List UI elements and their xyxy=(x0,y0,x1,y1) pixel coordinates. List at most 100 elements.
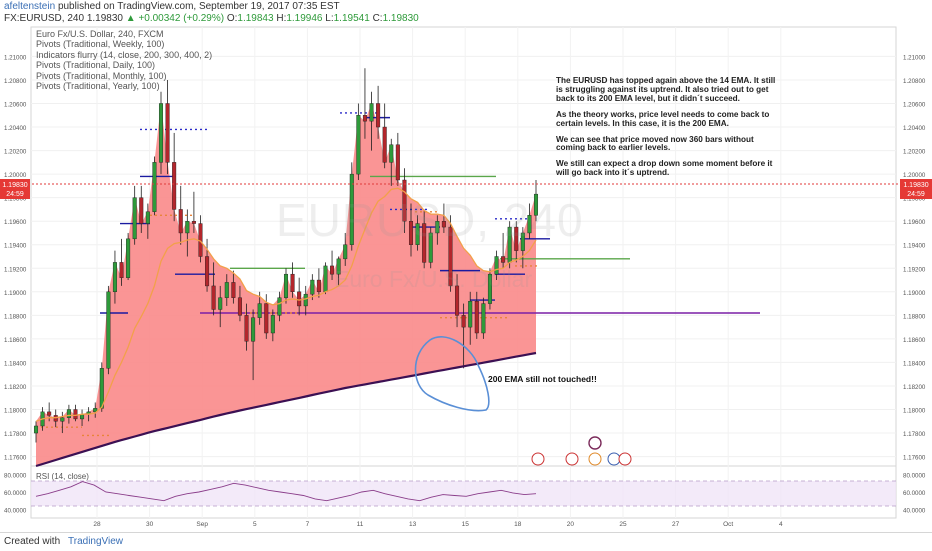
candle-body xyxy=(303,293,308,307)
candle-body xyxy=(178,209,183,234)
y-tick-label-left: 1.20800 xyxy=(4,78,27,85)
event-flag-icon[interactable] xyxy=(588,452,602,466)
author-link[interactable]: afeltenstein xyxy=(4,1,56,12)
candle-body xyxy=(172,162,177,210)
rsi-layer: 80.0000 80.0000 60.0000 60.0000 40.0000 40.00… xyxy=(4,473,926,515)
y-tick-label-right: 1.18200 xyxy=(903,384,926,391)
candle-body xyxy=(237,297,242,316)
ema14-line xyxy=(35,187,537,422)
candle-body xyxy=(132,197,137,240)
event-flag-icon[interactable] xyxy=(531,452,545,466)
annotation-circle xyxy=(414,336,490,412)
legend-item[interactable]: Euro Fx/U.S. Dollar, 240, FXCM xyxy=(36,29,164,39)
candle-body xyxy=(251,317,256,342)
candle-body xyxy=(244,315,249,342)
candle-body xyxy=(435,220,440,234)
legend-item[interactable]: Pivots (Traditional, Daily, 100) xyxy=(36,60,156,71)
price-tag-right-countdown: 24:59 xyxy=(907,191,925,198)
event-icons[interactable] xyxy=(531,436,632,466)
x-tick-label: 5 xyxy=(253,521,257,528)
y-tick-label-left: 1.19600 xyxy=(4,219,27,226)
y-tick-label-right: 1.19000 xyxy=(903,290,926,297)
candle-body xyxy=(330,265,335,275)
candle-body xyxy=(494,256,499,275)
high-value: 1.19946 xyxy=(286,13,323,24)
event-flag-icon[interactable] xyxy=(565,452,579,466)
candle-body xyxy=(468,301,473,328)
candle-body xyxy=(336,258,341,275)
low-value: 1.19541 xyxy=(333,13,370,24)
candle-body xyxy=(323,265,328,293)
open-value: 1.19843 xyxy=(237,13,274,24)
candle-body xyxy=(297,291,302,307)
low-label: L: xyxy=(325,13,334,24)
y-tick-label-left: 1.18000 xyxy=(4,408,27,415)
candle-body xyxy=(395,144,400,181)
candle-body xyxy=(362,115,367,122)
note-paragraph: We can see that price moved now 360 bars… xyxy=(556,134,754,153)
candle-body xyxy=(211,285,216,310)
y-tick-label-right: 1.20200 xyxy=(903,149,926,156)
chart-canvas[interactable]: 80.0000 80.0000 60.0000 60.0000 40.0000 40.00… xyxy=(0,0,932,532)
candle-body xyxy=(112,262,117,293)
footer: Created with TradingView xyxy=(0,532,932,551)
legend-item[interactable]: Pivots (Traditional, Yearly, 100) xyxy=(36,81,160,92)
candle-body xyxy=(501,256,506,263)
event-flag-icon[interactable] xyxy=(607,452,621,466)
y-axis: 1.21000 1.21000 1.20800 1.20800 1.20600 1.206… xyxy=(4,54,926,461)
candle-body xyxy=(191,220,196,224)
candle-body xyxy=(218,297,223,310)
x-tick-label: 7 xyxy=(306,521,310,528)
candle-body xyxy=(402,179,407,222)
note-paragraph: As the theory works, price level needs t… xyxy=(556,109,770,128)
candle-body xyxy=(310,279,315,295)
y-tick-label-left: 1.19200 xyxy=(4,266,27,273)
y-tick-label-left: 1.17600 xyxy=(4,455,27,462)
y-tick-label-left: 1.18200 xyxy=(4,384,27,391)
y-tick-label-right: 1.20400 xyxy=(903,125,926,132)
y-tick-label-right: 1.18000 xyxy=(903,408,926,415)
header: afeltenstein published on TradingView.co… xyxy=(0,0,932,26)
candle-body xyxy=(106,291,111,369)
event-flag-icon[interactable] xyxy=(588,436,602,450)
candle-body xyxy=(441,220,446,228)
candle-body xyxy=(66,409,71,418)
y-tick-label-right: 1.17800 xyxy=(903,431,926,438)
y-tick-label-left: 1.19400 xyxy=(4,243,27,250)
candle-body xyxy=(408,220,414,245)
candle-body xyxy=(461,315,466,328)
note-paragraph: The EURUSD has topped again above the 14… xyxy=(556,76,776,103)
y-tick-label-left: 1.21000 xyxy=(4,54,27,61)
rsi-band xyxy=(31,481,896,506)
x-tick-label: 27 xyxy=(672,521,680,528)
tradingview-logo[interactable]: TradingView xyxy=(68,536,124,547)
candle-body xyxy=(474,301,479,334)
y-tick-label-right: 1.20800 xyxy=(903,78,926,85)
close-label: C: xyxy=(372,13,383,24)
candle-body xyxy=(231,282,236,298)
candle-body xyxy=(487,273,492,304)
candle-body xyxy=(33,425,39,434)
x-tick-label: 13 xyxy=(409,521,417,528)
rsi-tick-left: 80.0000 xyxy=(4,473,27,480)
x-tick-label: 28 xyxy=(93,521,101,528)
y-tick-label-left: 1.20400 xyxy=(4,125,27,132)
ema-note: 200 EMA still not touched!! xyxy=(488,374,597,384)
legend-item[interactable]: Pivots (Traditional, Monthly, 100) xyxy=(36,70,167,81)
candle-body xyxy=(356,115,361,175)
watermark-name: Euro Fx/U.S. Dollar xyxy=(334,266,533,292)
legend-item[interactable]: Pivots (Traditional, Weekly, 100) xyxy=(36,39,165,50)
legend-item[interactable]: Indicators flurry (14, close, 200, 300, … xyxy=(36,49,213,60)
rsi-tick-right: 40.0000 xyxy=(903,507,926,514)
candle-body xyxy=(520,232,525,251)
x-axis: 28 30 Sep 5 7 11 13 15 18 20 25 27 Oct 4 xyxy=(93,521,783,528)
candle-body xyxy=(165,103,170,163)
event-flag-icon[interactable] xyxy=(618,452,632,466)
candle-body xyxy=(99,368,104,409)
x-tick-label: 25 xyxy=(619,521,627,528)
candle-body xyxy=(60,417,65,422)
price-tag-left xyxy=(0,179,30,199)
candle-body xyxy=(145,211,150,224)
close-value: 1.19830 xyxy=(382,13,419,24)
change-arrow: ▲ xyxy=(125,13,136,24)
